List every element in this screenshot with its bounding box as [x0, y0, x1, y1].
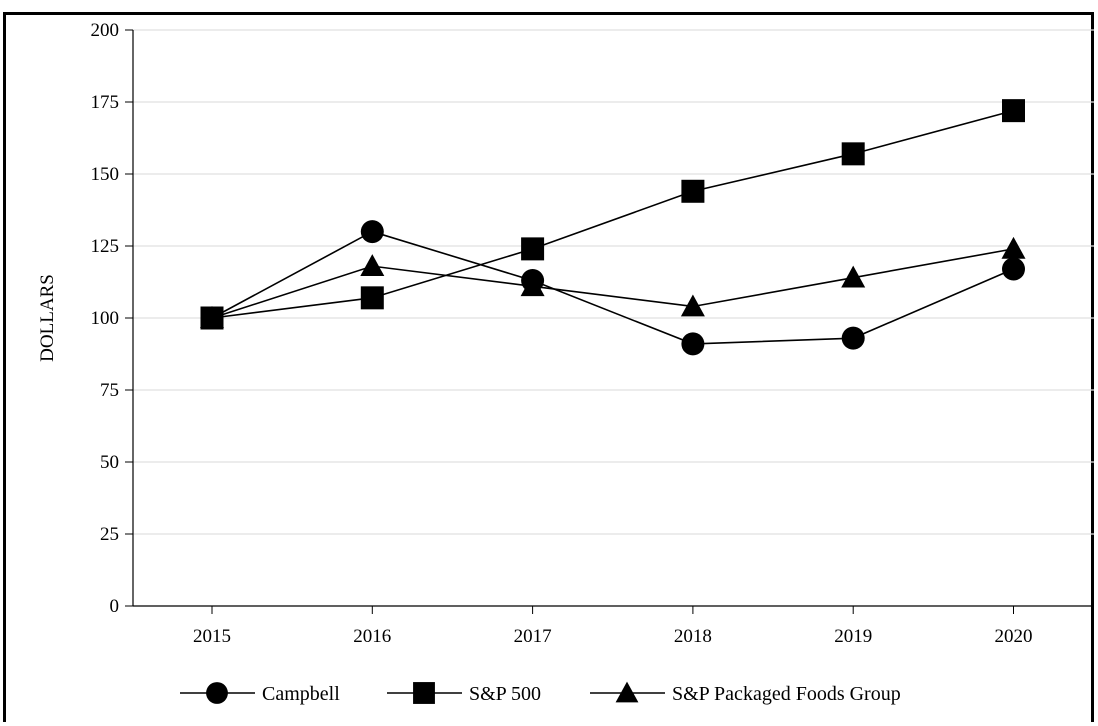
x-tick-label: 2019: [834, 626, 872, 647]
legend-item: S&P 500: [387, 682, 541, 705]
data-point-triangle: [680, 294, 705, 317]
tick-labels: 0 25 50 75 100 125 150 175 200 2015 2016 2017 2018 20…: [91, 20, 1033, 647]
legend-marker-square: [413, 682, 435, 704]
data-point-triangle: [520, 274, 545, 297]
data-point-circle: [681, 332, 705, 356]
legend: Campbell S&P 500 S&P Packaged Foods Group: [180, 681, 901, 705]
x-tick-label: 2016: [353, 626, 391, 647]
series-campbell: [200, 220, 1025, 356]
data-point-circle: [360, 220, 384, 244]
series-line: [211, 230, 1014, 345]
y-tick-label: 0: [110, 596, 120, 617]
legend-marker-triangle: [615, 681, 639, 703]
y-tick-label: 150: [91, 164, 120, 185]
legend-item: S&P Packaged Foods Group: [590, 681, 901, 705]
y-axis-label: DOLLARS: [37, 274, 58, 362]
series-s-p-packaged-foods-group: [200, 236, 1026, 328]
axes: [125, 29, 1094, 614]
chart-frame: [3, 12, 1094, 722]
y-tick-label: 50: [100, 452, 119, 473]
data-point-triangle: [360, 254, 385, 276]
x-tick-label: 2015: [193, 626, 231, 647]
data-point-square: [681, 179, 705, 203]
data-point-triangle: [200, 306, 224, 328]
y-tick-label: 75: [100, 380, 119, 401]
data-point-square: [1002, 99, 1025, 123]
legend-marker-circle: [206, 682, 228, 704]
data-point-square: [360, 286, 384, 310]
legend-label: Campbell: [262, 683, 340, 705]
data-point-circle: [841, 326, 865, 350]
x-tick-label: 2020: [995, 626, 1033, 647]
legend-item: Campbell: [180, 682, 340, 705]
y-tick-label: 175: [91, 92, 120, 113]
y-tick-label: 125: [91, 236, 120, 257]
gridlines: [133, 29, 1094, 535]
series-layer: [200, 99, 1026, 356]
x-tick-label: 2017: [514, 626, 552, 647]
legend-label: S&P 500: [469, 683, 541, 705]
y-tick-label: 200: [91, 20, 120, 41]
series-line: [211, 248, 1014, 319]
series-s-p-500: [200, 99, 1025, 330]
y-tick-label: 25: [100, 524, 119, 545]
data-point-triangle: [841, 265, 866, 288]
data-point-circle: [1002, 257, 1025, 281]
x-tick-label: 2018: [674, 626, 712, 647]
data-point-triangle: [1001, 236, 1026, 259]
series-line: [211, 109, 1014, 319]
legend-label: S&P Packaged Foods Group: [672, 683, 901, 705]
y-tick-label: 100: [91, 308, 120, 329]
data-point-square: [521, 237, 545, 261]
data-point-square: [841, 142, 865, 166]
